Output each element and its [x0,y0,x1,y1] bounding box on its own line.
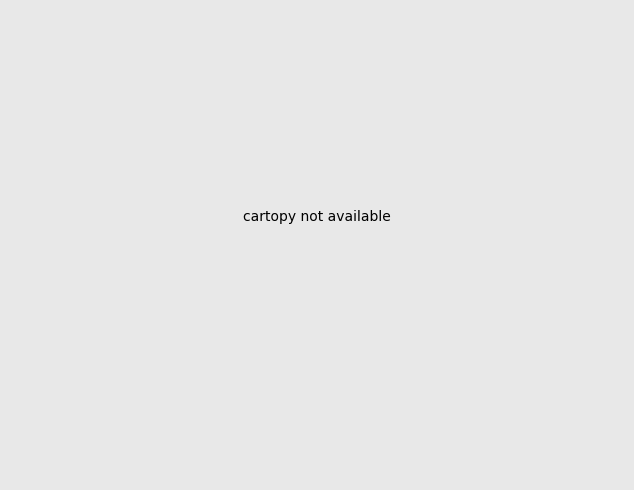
Text: cartopy not available: cartopy not available [243,210,391,224]
